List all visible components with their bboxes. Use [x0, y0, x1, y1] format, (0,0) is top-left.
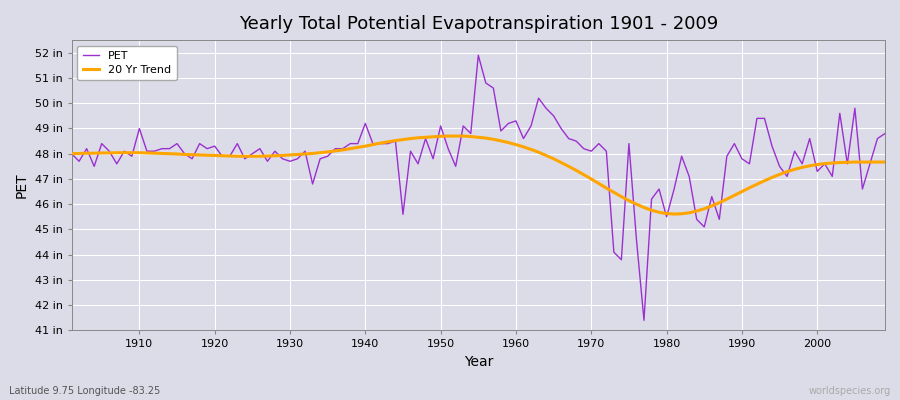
PET: [472, 53, 483, 58]
Title: Yearly Total Potential Evapotranspiration 1901 - 2009: Yearly Total Potential Evapotranspiratio…: [238, 15, 718, 33]
PET: [639, 318, 650, 323]
PET: [608, 250, 619, 254]
Text: worldspecies.org: worldspecies.org: [809, 386, 891, 396]
20 Yr Trend: [338, 148, 348, 152]
Text: Latitude 9.75 Longitude -83.25: Latitude 9.75 Longitude -83.25: [9, 386, 160, 396]
20 Yr Trend: [669, 212, 680, 216]
PET: [338, 146, 348, 151]
20 Yr Trend: [126, 150, 137, 155]
PET: [510, 118, 521, 123]
20 Yr Trend: [879, 160, 890, 164]
Y-axis label: PET: PET: [15, 172, 29, 198]
PET: [292, 156, 303, 161]
PET: [67, 151, 77, 156]
PET: [518, 136, 529, 141]
Legend: PET, 20 Yr Trend: PET, 20 Yr Trend: [77, 46, 177, 80]
PET: [879, 131, 890, 136]
20 Yr Trend: [510, 142, 521, 147]
20 Yr Trend: [67, 151, 77, 156]
Line: 20 Yr Trend: 20 Yr Trend: [72, 136, 885, 214]
Line: PET: PET: [72, 55, 885, 320]
PET: [126, 154, 137, 159]
X-axis label: Year: Year: [464, 355, 493, 369]
20 Yr Trend: [518, 144, 529, 149]
20 Yr Trend: [292, 152, 303, 157]
20 Yr Trend: [608, 190, 619, 195]
20 Yr Trend: [443, 134, 454, 138]
